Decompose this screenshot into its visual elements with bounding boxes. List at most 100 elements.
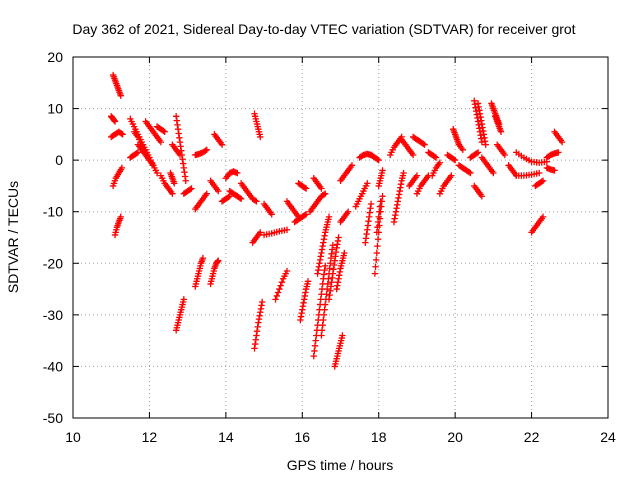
data-point <box>413 172 421 179</box>
series-arc20 <box>192 190 210 213</box>
data-point <box>278 278 286 286</box>
series-arc73 <box>492 113 505 135</box>
data-point <box>374 156 381 163</box>
data-point <box>199 254 207 262</box>
data-point <box>133 150 140 157</box>
y-tick-label: -40 <box>43 358 63 374</box>
series-arc11 <box>127 149 142 161</box>
series-arc45 <box>333 249 348 293</box>
series-arc56 <box>390 169 407 226</box>
y-tick-label: -20 <box>43 255 63 271</box>
data-point <box>364 180 371 187</box>
data-point <box>236 194 244 202</box>
data-point <box>318 185 325 192</box>
series-arc57 <box>398 136 417 159</box>
data-point <box>182 177 189 184</box>
data-point <box>277 282 284 289</box>
data-point <box>188 185 195 192</box>
data-point <box>203 190 210 197</box>
data-point <box>448 172 455 179</box>
data-point <box>372 263 379 270</box>
series-arc47 <box>337 162 356 184</box>
chart-title: Day 362 of 2021, Sidereal Day-to-day VTE… <box>72 21 575 37</box>
series-arc66 <box>455 162 474 177</box>
series-arc79 <box>532 177 547 190</box>
data-point <box>558 138 566 146</box>
data-point <box>258 298 266 306</box>
data-point <box>538 178 545 185</box>
data-point <box>161 128 168 135</box>
series-arc59 <box>413 172 432 197</box>
series-arc64 <box>444 151 459 164</box>
series-arc80 <box>543 149 562 161</box>
data-point <box>202 147 209 154</box>
x-tick-label: 22 <box>524 429 540 445</box>
data-point <box>302 211 310 218</box>
series-arc23 <box>211 131 226 148</box>
x-tick-label: 20 <box>447 429 463 445</box>
data-point <box>302 185 310 192</box>
x-tick-label: 24 <box>600 429 616 445</box>
data-point <box>325 213 333 221</box>
series-arc76 <box>513 169 543 179</box>
data-point <box>420 140 427 148</box>
data-point <box>153 169 161 177</box>
series-arc35 <box>291 211 310 226</box>
data-point <box>379 167 386 174</box>
y-tick-label: 10 <box>47 101 63 117</box>
axis-ticks: 10 12 14 16 18 20 22 24 20 10 0 -10 -20 -30 -40 -50 <box>43 49 616 445</box>
data-point <box>134 149 142 156</box>
series-arc63 <box>436 172 455 197</box>
data-point <box>490 169 497 177</box>
y-tick-label: -10 <box>43 204 63 220</box>
data-point <box>186 186 194 193</box>
data-point <box>237 195 245 203</box>
data-point <box>375 156 382 164</box>
series-arc74 <box>493 141 509 159</box>
data-point <box>169 190 176 197</box>
data-point <box>400 169 407 177</box>
series-arc34 <box>283 198 302 221</box>
data-point <box>497 128 505 135</box>
data-point <box>465 168 473 176</box>
series-arc69 <box>474 100 489 148</box>
data-point <box>268 211 275 218</box>
series-arc44 <box>331 332 346 370</box>
data-point <box>367 200 375 208</box>
data-point <box>160 127 167 135</box>
series-arc78 <box>528 213 547 236</box>
data-point <box>215 257 222 264</box>
series-arc61 <box>425 149 440 161</box>
data-point <box>374 236 382 243</box>
data-point <box>329 242 337 249</box>
data-point <box>253 198 260 205</box>
x-tick-label: 18 <box>371 429 387 445</box>
series-arc42 <box>318 242 337 339</box>
series-arc38 <box>306 190 329 215</box>
series-arc25 <box>222 168 241 182</box>
series-arc27 <box>237 180 260 205</box>
x-tick-label: 14 <box>218 429 234 445</box>
data-point <box>215 187 222 195</box>
series-arc18 <box>192 146 210 159</box>
data-point <box>304 278 312 285</box>
series-arc04 <box>109 164 126 190</box>
series-arc50 <box>362 200 375 246</box>
data-point <box>118 130 125 137</box>
series-arc28 <box>251 110 264 141</box>
data-point <box>555 149 562 156</box>
series-arc21 <box>192 254 207 290</box>
data-point <box>301 211 309 219</box>
y-tick-label: 20 <box>47 49 63 65</box>
x-tick-label: 10 <box>65 429 81 445</box>
data-point <box>474 149 482 156</box>
data-point <box>377 198 384 205</box>
series-arc54 <box>375 167 386 190</box>
series-arc10 <box>153 123 168 135</box>
series-arc41 <box>310 262 329 360</box>
series-arc48 <box>352 180 371 210</box>
series-arc16 <box>180 185 195 197</box>
data-point <box>409 151 417 159</box>
series-arc30 <box>249 229 264 246</box>
series-arc67 <box>467 149 482 161</box>
